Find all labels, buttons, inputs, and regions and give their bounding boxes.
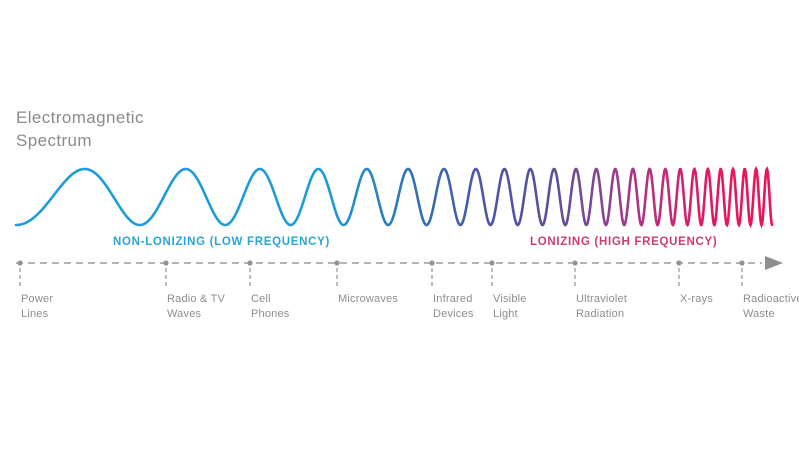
axis-label-radio-tv-waves: Radio & TV Waves: [167, 292, 225, 322]
title-line-1: Electromagnetic: [16, 108, 144, 127]
title-line-2: Spectrum: [16, 131, 92, 150]
axis-label-line: Phones: [251, 308, 290, 320]
axis-label-line: Radio & TV: [167, 293, 226, 305]
tick-dot: [17, 260, 23, 266]
axis-label-visible-light: Visible Light: [493, 292, 527, 322]
axis-arrow-icon: [765, 256, 783, 270]
axis-label-line: Lines: [21, 308, 49, 320]
non-ionizing-band-label: NON-LONIZING (LOW FREQUENCY): [113, 236, 330, 248]
tick-dot: [489, 260, 495, 266]
axis-label-line: Waves: [167, 308, 202, 320]
tick-dot: [163, 260, 169, 266]
axis-label-power-lines: Power Lines: [21, 292, 53, 322]
axis-label-line: Radiation: [576, 308, 625, 320]
axis-label-x-rays: X-rays: [680, 292, 713, 307]
axis-label-line: Radioactive: [743, 293, 799, 305]
ionizing-band-label: LONIZING (HIGH FREQUENCY): [530, 236, 718, 248]
tick-dot: [247, 260, 253, 266]
axis-label-infrared-devices: Infrared Devices: [433, 292, 474, 322]
tick-dot: [739, 260, 745, 266]
axis-label-microwaves: Microwaves: [338, 292, 398, 307]
tick-dot: [676, 260, 682, 266]
axis-label-line: Visible: [493, 293, 527, 305]
axis-label-line: Microwaves: [338, 293, 399, 305]
axis-ticks: [17, 260, 745, 289]
axis-label-line: Ultraviolet: [576, 293, 628, 305]
axis-label-cell-phones: Cell Phones: [251, 292, 290, 322]
axis-label-radioactive-waste: Radioactive Waste: [743, 292, 799, 322]
axis-label-line: Waste: [743, 308, 775, 320]
spectrum-wave: [14, 165, 774, 229]
tick-dot: [334, 260, 340, 266]
axis-label-line: Power: [21, 293, 54, 305]
tick-dot: [429, 260, 435, 266]
tick-dot: [572, 260, 578, 266]
axis-label-line: Infrared: [433, 293, 473, 305]
axis-label-line: X-rays: [680, 293, 713, 305]
axis-label-ultraviolet-radiation: Ultraviolet Radiation: [576, 292, 627, 322]
axis-label-line: Cell: [251, 293, 271, 305]
axis-label-line: Light: [493, 308, 518, 320]
page-title: Electromagnetic Spectrum: [16, 106, 144, 152]
axis-label-line: Devices: [433, 308, 474, 320]
